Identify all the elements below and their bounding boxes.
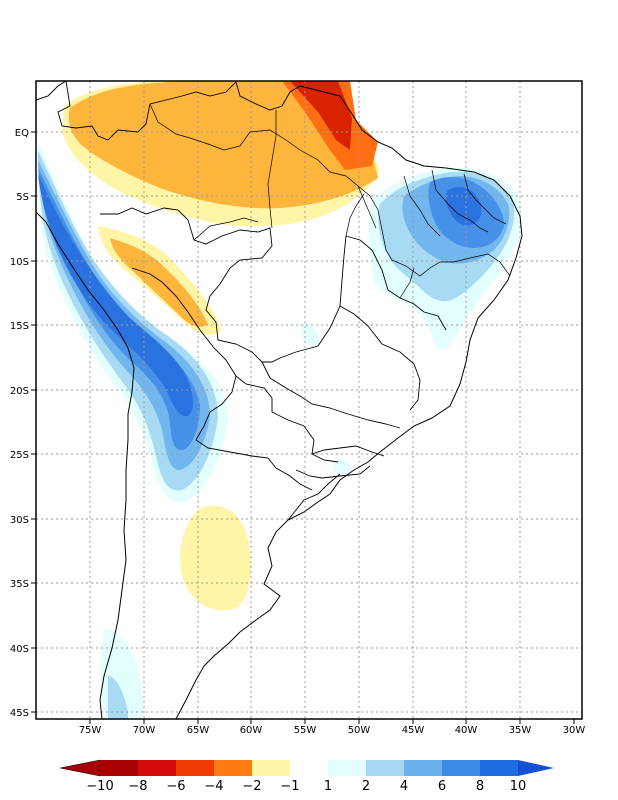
- lon-label: 70W: [133, 725, 156, 736]
- lat-label: EQ: [15, 128, 29, 139]
- tick-marks: [31, 131, 575, 724]
- latitude-labels: EQ 5S 10S 15S 20S 25S 30S 35S 40S 45S: [10, 128, 29, 719]
- lon-label: 75W: [79, 725, 102, 736]
- longitude-labels: 75W 70W 65W 60W 55W 50W 45W 40W 35W 30W: [79, 725, 586, 736]
- colorbar-swatch: [252, 760, 290, 776]
- colorbar-label: −6: [166, 779, 185, 794]
- anomaly-north-amber-core: [68, 81, 379, 209]
- anomaly-amapa-red: [290, 81, 352, 150]
- map-frame: [35, 80, 583, 720]
- colorbar-swatch: [214, 760, 252, 776]
- lat-label: 25S: [10, 450, 29, 461]
- colorbar-label: 2: [362, 779, 370, 794]
- colorbar-swatch: [480, 760, 518, 776]
- lat-label: 10S: [10, 257, 29, 268]
- colorbar-label: 6: [438, 779, 446, 794]
- colorbar-swatch: [100, 760, 138, 776]
- colorbar-label: 4: [400, 779, 408, 794]
- anomaly-andes-deepblue: [38, 174, 193, 417]
- colorbar-label: 1: [324, 779, 332, 794]
- colorbar-swatch: [138, 760, 176, 776]
- lat-label: 5S: [16, 192, 29, 203]
- anomaly-central-palecyan: [334, 458, 352, 475]
- lat-label: 45S: [10, 708, 29, 719]
- colorbar-swatch: [404, 760, 442, 776]
- state-borders: [149, 103, 511, 299]
- lon-label: 55W: [294, 725, 317, 736]
- colorbar-neutral: [290, 760, 328, 776]
- anomaly-south-paleyellow: [180, 505, 251, 611]
- lat-label: 20S: [10, 386, 29, 397]
- colorbar-label: 8: [476, 779, 484, 794]
- lat-label: 30S: [10, 515, 29, 526]
- lat-label: 40S: [10, 644, 29, 655]
- anomaly-ne-deepblue: [445, 187, 482, 226]
- colorbar-label: −4: [204, 779, 223, 794]
- lon-label: 40W: [455, 725, 478, 736]
- lon-label: 30W: [563, 725, 586, 736]
- grid-lines: [36, 81, 582, 719]
- colorbar-label: −8: [128, 779, 147, 794]
- coastline: [36, 81, 523, 719]
- colorbar: [59, 759, 554, 777]
- colorbar-labels: −10 −8 −6 −4 −2 −1 1 2 4 6 8 10: [86, 779, 526, 794]
- lon-label: 50W: [348, 725, 371, 736]
- colorbar-swatch: [442, 760, 480, 776]
- colorbar-low-arrow: [59, 759, 101, 777]
- colorbar-label: −1: [280, 779, 299, 794]
- anomaly-patagonia-lightblue: [108, 676, 128, 719]
- map-plot-area: [36, 81, 582, 719]
- anomaly-mato-grosso-palecyan: [302, 323, 320, 346]
- lat-label: 35S: [10, 579, 29, 590]
- colorbar-label: −10: [86, 779, 113, 794]
- colorbar-label: −2: [242, 779, 261, 794]
- lon-label: 35W: [509, 725, 532, 736]
- country-borders: [57, 81, 447, 521]
- colorbar-swatch: [176, 760, 214, 776]
- colorbar-swatch: [328, 760, 366, 776]
- colorbar-label: 10: [510, 779, 527, 794]
- lat-label: 15S: [10, 321, 29, 332]
- lon-label: 45W: [402, 725, 425, 736]
- colorbar-swatch: [366, 760, 404, 776]
- anomaly-andes-amber: [110, 238, 208, 327]
- colorbar-high-arrow: [518, 760, 554, 776]
- lon-label: 60W: [240, 725, 263, 736]
- lon-label: 65W: [187, 725, 210, 736]
